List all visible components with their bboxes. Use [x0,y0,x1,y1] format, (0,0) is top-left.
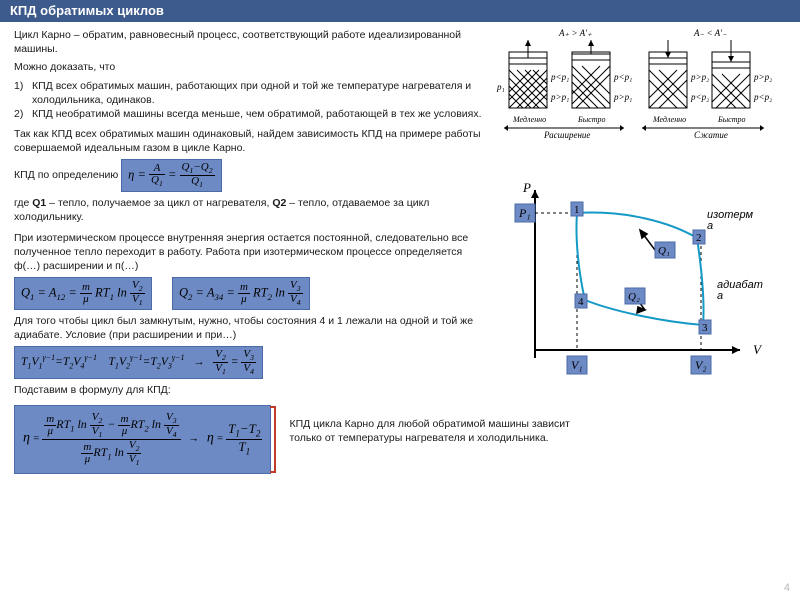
label-compression: Сжатие [694,130,728,140]
svg-text:Медленно: Медленно [512,115,546,124]
label-Ap: A₊ > A'₊ [558,28,592,38]
label-Am: A₋ < A'₋ [693,28,727,38]
formula-adiabatic: T1V1γ−1=T2V4γ−1 T1V2γ−1=T2V3γ−1 → V2V1 =… [14,346,263,379]
svg-text:1: 1 [574,204,580,216]
svg-text:3: 3 [702,322,708,334]
svg-text:p>p₁: p>p₁ [550,92,569,102]
svg-text:P: P [522,180,531,195]
list-item: 1) КПД всех обратимых машин, работающих … [14,79,484,107]
formula-q2: Q2 = A34 = mμ RT2 ln V3V4 [172,277,310,310]
label-expansion: Расширение [543,130,590,140]
formula-eta-def: η = AQ1 = Q1−Q2Q1 [121,159,221,192]
svg-text:Q₁: Q₁ [658,245,670,257]
para-subst: Подставим в формулу для КПД: [14,383,484,397]
svg-text:p<p₂: p<p₂ [753,92,772,102]
para-etalabel: КПД по определению η = AQ1 = Q1−Q2Q1 [14,159,484,192]
slide-title: КПД обратимых циклов [10,3,164,18]
svg-text:4: 4 [578,296,584,308]
svg-text:Медленно: Медленно [652,115,686,124]
slide-number: 4 [784,582,790,594]
svg-text:p>p₁: p>p₁ [613,92,632,102]
para-q-def: где Q1 – тепло, получаемое за цикл от на… [14,196,484,224]
slide-title-bar: КПД обратимых циклов [0,0,800,22]
svg-text:Q₂: Q₂ [628,291,640,303]
svg-text:V₂: V₂ [695,358,707,372]
svg-text:Быстро: Быстро [577,115,605,124]
para-intro: Цикл Карно – обратим, равновесный процес… [14,28,484,56]
svg-text:p<p₁: p<p₁ [550,72,569,82]
svg-text:P₁: P₁ [518,206,531,220]
formula-q1: Q1 = A12 = mμ RT1 ln V2V1 [14,277,152,310]
pv-diagram: V P P₁ V₁ V₂ 1 2 3 4 [505,180,765,400]
svg-text:p>p₂: p>p₂ [753,72,772,82]
para-canprove: Можно доказать, что [14,60,484,74]
cylinder-2: p<p₁ p>p₁ Быстро [572,40,632,124]
label-adiabat: адиабата [717,279,763,302]
red-bracket [270,406,276,473]
left-column: Цикл Карно – обратим, равновесный процес… [14,28,484,401]
label-isotherm: изотерма [707,209,754,232]
svg-text:V: V [753,342,763,357]
formula-final: η = mμRT1 ln V2V1 − mμRT2 ln V3V4 mμRT1 … [14,405,271,474]
svg-text:Быстро: Быстро [717,115,745,124]
svg-text:p<p₂: p<p₂ [690,92,709,102]
cylinder-1: p₁ p<p₁ p>p₁ Медленно [496,40,569,124]
conclusion-text: КПД цикла Карно для любой обратимой маши… [289,405,589,445]
svg-text:p₁: p₁ [496,82,505,92]
para-closed: Для того чтобы цикл был замкнутым, нужно… [14,314,484,342]
para-findeta: Так как КПД всех обратимых машин одинако… [14,127,484,155]
cylinder-4: p>p₂ p<p₂ Быстро [712,40,772,124]
piston-diagrams: A₊ > A'₊ A₋ < A'₋ [494,28,790,143]
svg-text:p<p₁: p<p₁ [613,72,632,82]
svg-text:2: 2 [696,232,702,244]
formula-row-q: Q1 = A12 = mμ RT1 ln V2V1 Q2 = A34 = mμ … [14,277,484,310]
para-isothermal: При изотермическом процессе внутренняя э… [14,231,484,274]
svg-text:V₁: V₁ [571,358,583,372]
list-item: 2) КПД необратимой машины всегда меньше,… [14,107,484,121]
svg-text:p>p₂: p>p₂ [690,72,709,82]
cylinder-3: p>p₂ p<p₂ Медленно [649,40,709,124]
